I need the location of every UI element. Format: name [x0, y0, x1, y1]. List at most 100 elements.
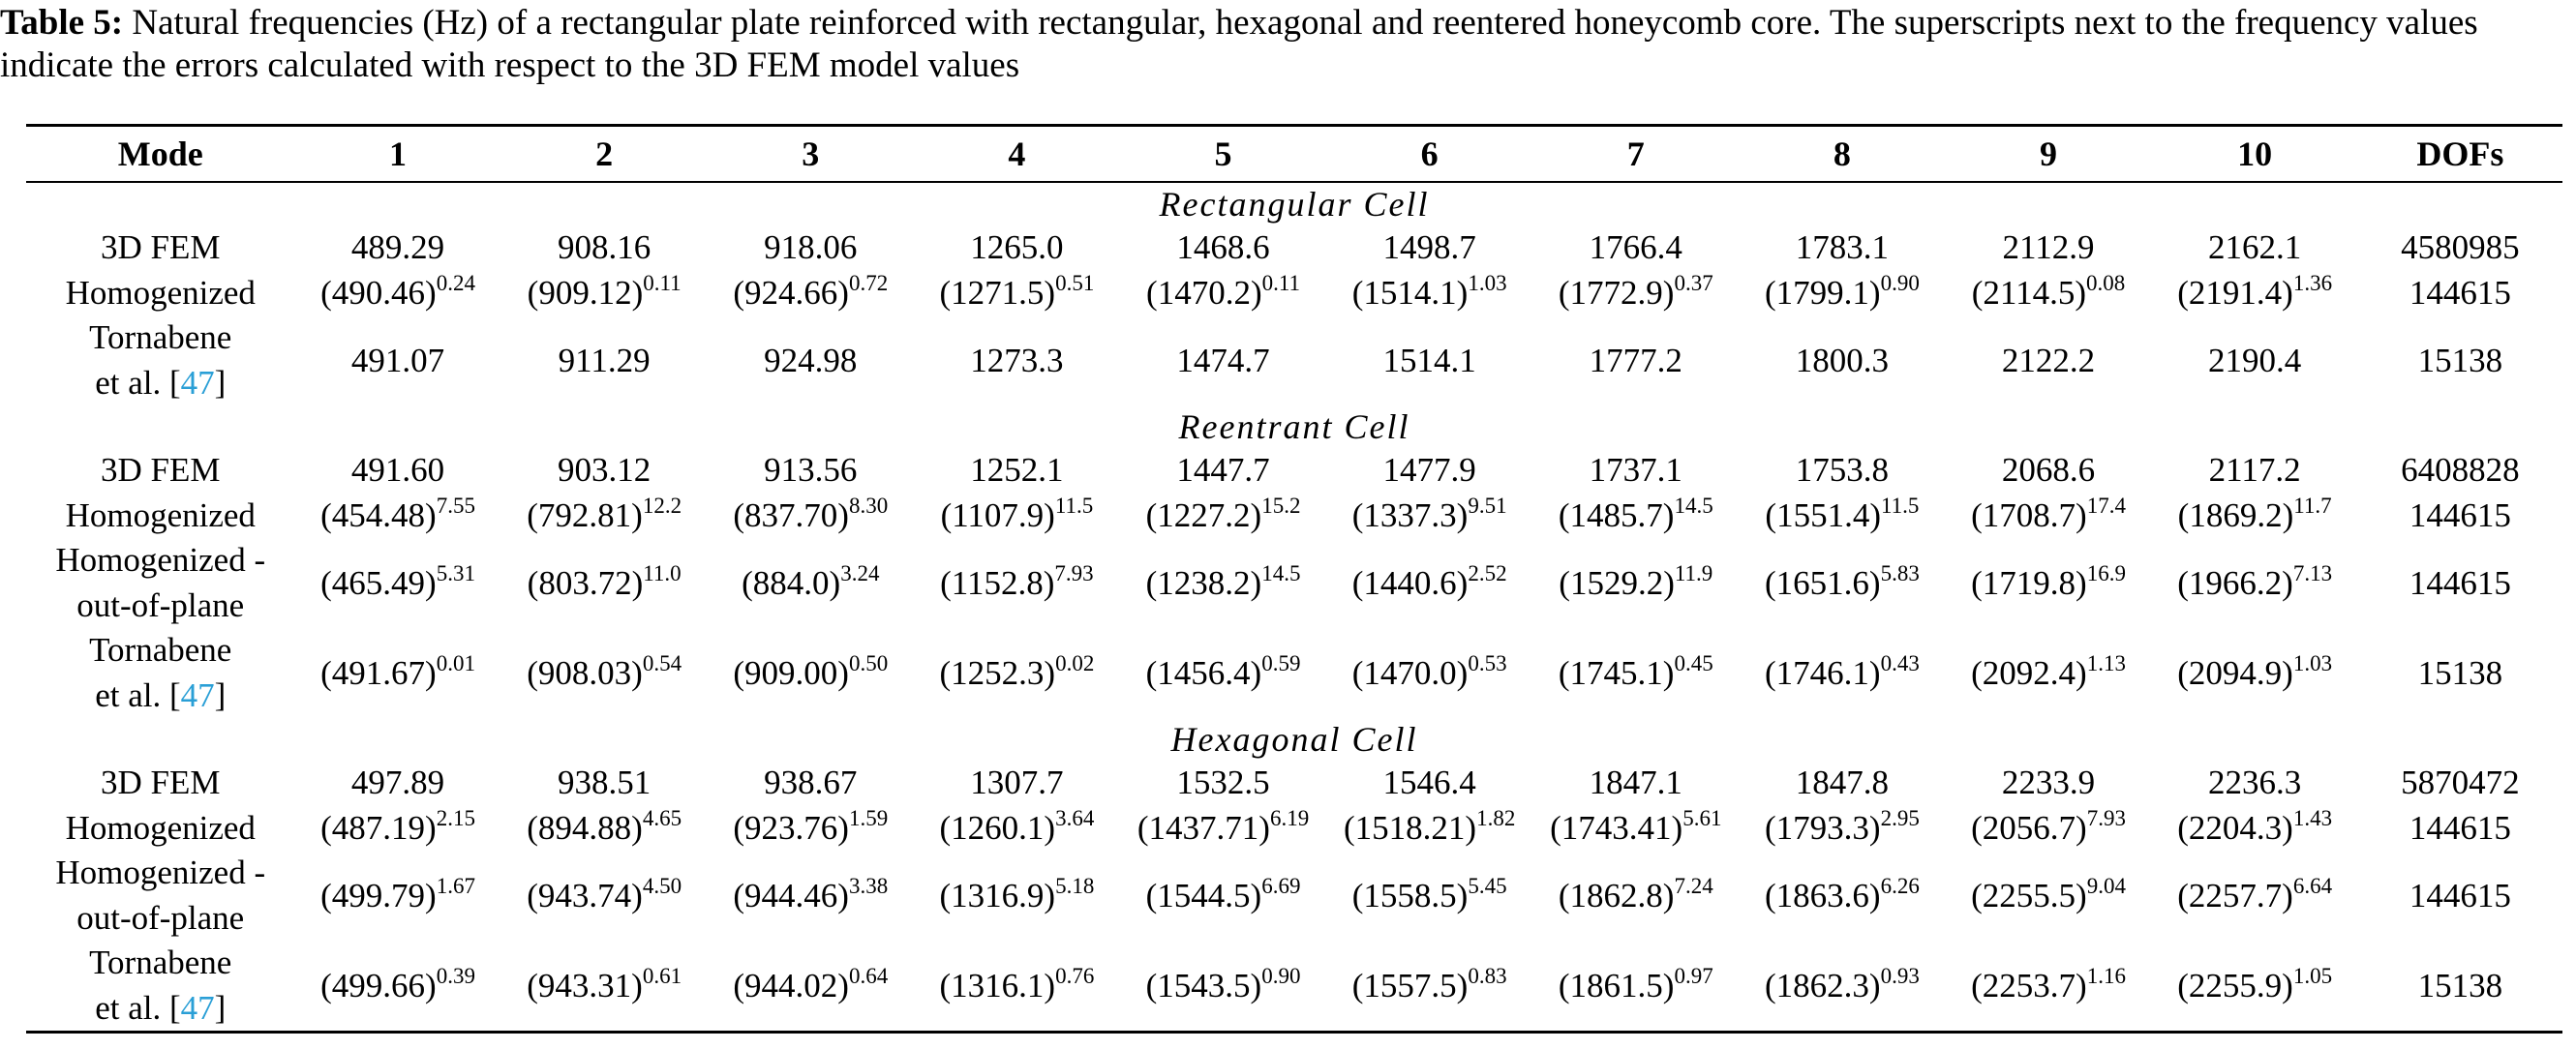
- citation-link[interactable]: 47: [180, 988, 215, 1027]
- freq-cell: (837.70)8.30: [708, 494, 914, 539]
- freq-value: (1863.6): [1765, 876, 1881, 914]
- row-label: Homogenized - out-of-plane: [26, 538, 294, 628]
- error-superscript: 5.31: [436, 560, 475, 585]
- freq-cell: (1966.2)7.13: [2152, 538, 2358, 628]
- freq-value: (1227.2): [1145, 495, 1262, 534]
- freq-cell: (1485.7)14.5: [1532, 494, 1739, 539]
- row-label-line: et al. [47]: [26, 361, 294, 406]
- freq-value: 2233.9: [2001, 764, 2096, 802]
- freq-value: (803.72): [527, 563, 644, 602]
- freq-cell: 1847.1: [1532, 761, 1739, 806]
- freq-value: 918.06: [764, 228, 858, 267]
- citation-link[interactable]: 47: [180, 363, 215, 402]
- freq-value: (499.66): [320, 966, 437, 1004]
- freq-cell: (2255.9)1.05: [2151, 941, 2358, 1034]
- error-superscript: 7.24: [1674, 873, 1713, 898]
- error-superscript: 3.64: [1055, 805, 1095, 830]
- freq-cell: 911.29: [501, 315, 708, 405]
- freq-value: (490.46): [320, 273, 437, 312]
- freq-value: (1544.5): [1145, 876, 1262, 914]
- freq-value: (1271.5): [939, 273, 1056, 312]
- freq-value: (944.02): [733, 966, 849, 1004]
- freq-value: (465.49): [320, 563, 437, 602]
- row-label: Homogenized: [26, 494, 294, 539]
- freq-cell: (944.02)0.64: [707, 941, 914, 1034]
- freq-value: (943.31): [527, 966, 643, 1004]
- table-row: 3D FEM 497.89 938.51 938.67 1307.7 1532.5 1546…: [26, 761, 2562, 806]
- row-label-text: et al. [: [95, 988, 181, 1027]
- freq-value: (1799.1): [1765, 273, 1881, 312]
- error-superscript: 0.24: [436, 270, 475, 295]
- freq-cell: 1800.3: [1739, 315, 1945, 405]
- freq-cell: (490.46)0.24: [294, 271, 500, 316]
- caption-text: Natural frequencies (Hz) of a rectangula…: [0, 3, 2478, 85]
- freq-value: 1753.8: [1795, 451, 1890, 490]
- freq-value: 1498.7: [1382, 228, 1476, 267]
- dofs-cell: 15138: [2417, 341, 2503, 379]
- error-superscript: 0.11: [1261, 270, 1301, 295]
- error-superscript: 6.69: [1261, 873, 1301, 898]
- freq-cell: (924.66)0.72: [708, 271, 914, 316]
- error-superscript: 1.03: [2292, 650, 2333, 675]
- row-label-line: Homogenized -: [55, 854, 266, 891]
- row-label-line: Homogenized: [65, 273, 256, 312]
- freq-cell: (2204.3)1.43: [2152, 806, 2358, 852]
- freq-cell: (1558.5)5.45: [1326, 851, 1532, 941]
- freq-cell: (499.79)1.67: [294, 851, 500, 941]
- header-mode-3: 3: [707, 124, 914, 183]
- freq-value: (1440.6): [1351, 563, 1469, 602]
- table-row: 3D FEM 491.60 903.12 913.56 1252.1 1447.7 1477…: [26, 448, 2562, 494]
- freq-value: (499.79): [320, 876, 437, 914]
- freq-value: 1777.2: [1589, 341, 1682, 379]
- error-superscript: 14.5: [1674, 493, 1713, 518]
- freq-value: (1966.2): [2177, 563, 2293, 602]
- freq-cell: (1252.3)0.02: [914, 628, 1120, 718]
- error-superscript: 5.18: [1055, 873, 1095, 898]
- freq-cell: 489.29: [294, 225, 500, 271]
- freq-value: (2092.4): [1971, 653, 2087, 692]
- error-superscript: 0.54: [642, 650, 682, 675]
- error-superscript: 0.76: [1055, 963, 1095, 988]
- freq-cell: 1766.4: [1532, 225, 1739, 271]
- error-superscript: 0.01: [436, 650, 475, 675]
- freq-cell: (894.88)4.65: [501, 806, 708, 852]
- dofs-cell: 4580985: [2401, 228, 2520, 267]
- error-superscript: 7.93: [1054, 560, 1094, 585]
- error-superscript: 0.64: [848, 963, 889, 988]
- header-row: Mode 1 2 3 4 5 6 7 8 9 10 DOFs: [26, 124, 2562, 183]
- freq-cell: (491.67)0.01: [294, 628, 500, 718]
- freq-cell: 1447.7: [1120, 448, 1326, 494]
- freq-value: (908.03): [527, 653, 643, 692]
- citation-bracket: ]: [214, 988, 227, 1027]
- error-superscript: 14.5: [1261, 560, 1301, 585]
- row-label-line: out-of-plane: [26, 584, 294, 629]
- freq-cell: (1772.9)0.37: [1532, 271, 1739, 316]
- freq-cell: (908.03)0.54: [501, 628, 708, 718]
- error-superscript: 6.26: [1880, 873, 1920, 898]
- row-label-line: Tornabene: [89, 318, 232, 356]
- citation-link[interactable]: 47: [180, 675, 215, 714]
- error-superscript: 1.05: [2292, 963, 2333, 988]
- error-superscript: 1.82: [1476, 805, 1516, 830]
- freq-value: 911.29: [558, 341, 651, 379]
- dofs-cell: 144615: [2409, 495, 2511, 534]
- error-superscript: 1.16: [2086, 963, 2126, 988]
- freq-value: (2114.5): [1971, 273, 2087, 312]
- row-label-line: Homogenized -: [55, 541, 266, 579]
- freq-cell: 924.98: [708, 315, 914, 405]
- freq-value: (491.67): [320, 653, 437, 692]
- freq-value: 924.98: [764, 341, 858, 379]
- freq-value: 1307.7: [970, 764, 1064, 802]
- freq-value: (1456.4): [1145, 653, 1262, 692]
- freq-cell: (2092.4)1.13: [1945, 628, 2151, 718]
- header-mode-9: 9: [1945, 124, 2152, 183]
- freq-value: (944.46): [733, 876, 849, 914]
- error-superscript: 0.11: [643, 270, 682, 295]
- freq-value: (909.00): [733, 653, 849, 692]
- freq-cell: 491.07: [294, 315, 500, 405]
- freq-value: 1477.9: [1382, 451, 1476, 490]
- citation-bracket: ]: [214, 363, 227, 402]
- caption-label: Table 5:: [0, 3, 124, 43]
- freq-cell: (1743.41)5.61: [1532, 806, 1739, 852]
- freq-value: 491.07: [350, 341, 445, 379]
